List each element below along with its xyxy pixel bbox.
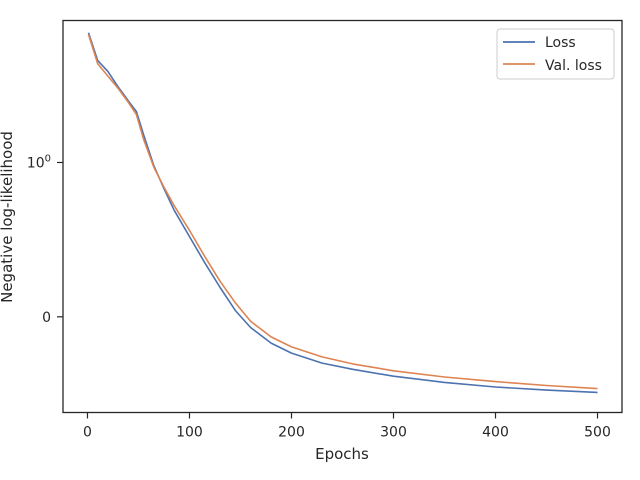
legend-label-loss: Loss: [545, 35, 576, 51]
x-axis-label: Epochs: [315, 445, 369, 463]
series-line-1: [87, 34, 598, 390]
series-line-0: [87, 32, 598, 394]
y-tick-label: 100: [27, 153, 51, 171]
plot-area: [87, 32, 598, 394]
legend-label-val-loss: Val. loss: [545, 58, 602, 74]
y-tick-label: 0: [42, 310, 51, 326]
x-tick-label: 0: [83, 425, 92, 441]
x-tick-label: 500: [584, 425, 611, 441]
y-axis-label: Negative log-likelihood: [0, 131, 16, 303]
x-tick-label: 100: [176, 425, 203, 441]
legend: Loss Val. loss: [496, 28, 615, 80]
axes-frame: [62, 19, 623, 414]
x-tick-label: 400: [482, 425, 509, 441]
y-axis: 0 100: [27, 153, 63, 326]
x-axis: 0 100 200 300 400 500: [83, 412, 611, 441]
x-tick-label: 300: [380, 425, 407, 441]
x-tick-label: 200: [278, 425, 305, 441]
